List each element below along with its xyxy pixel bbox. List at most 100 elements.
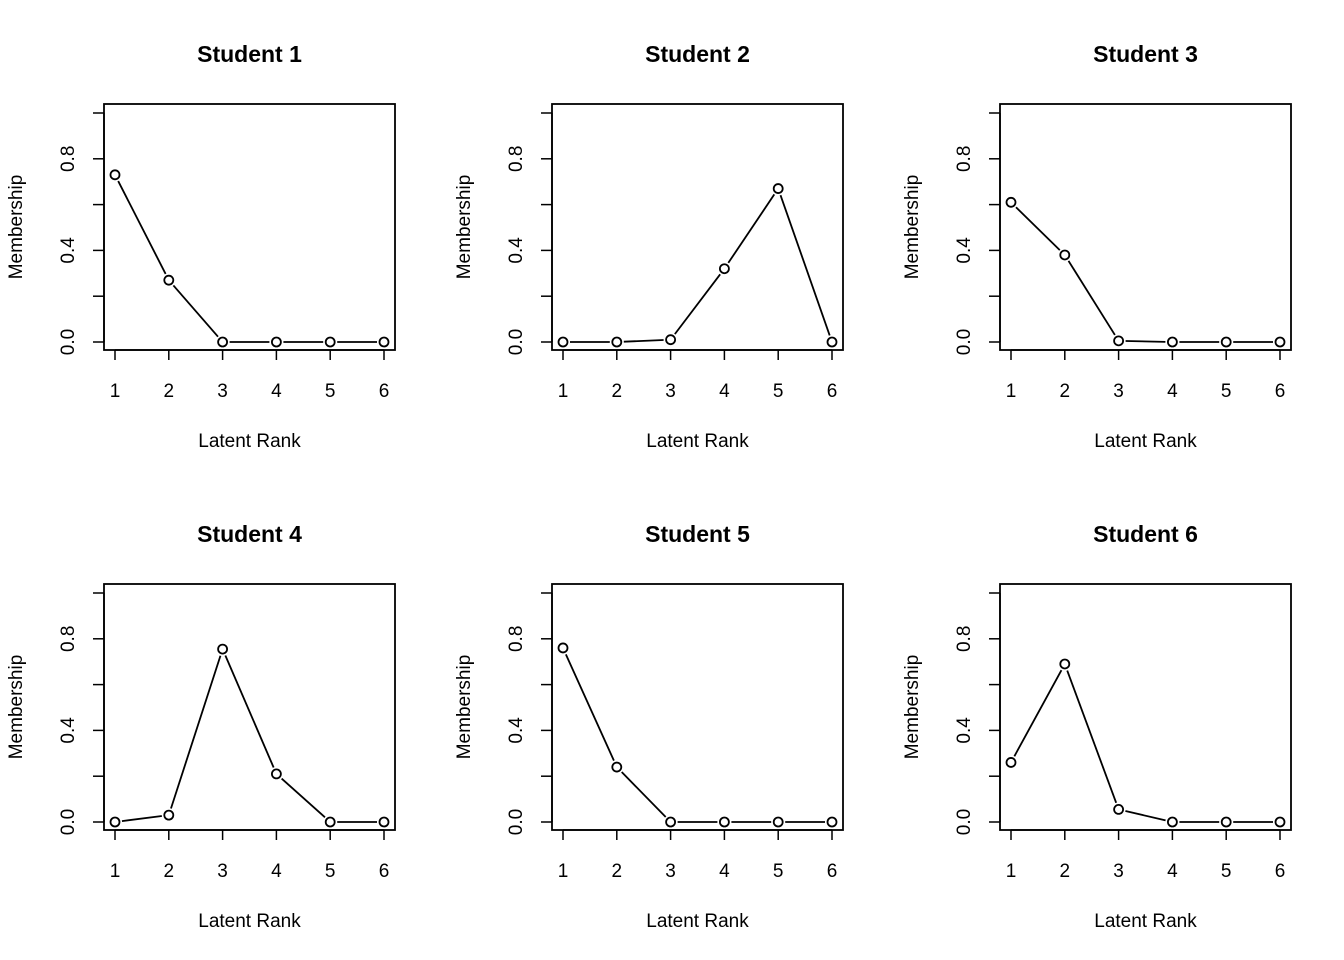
x-tick-label: 3 [665, 381, 676, 402]
data-point [1274, 336, 1286, 348]
x-tick-label: 4 [719, 861, 730, 882]
series-line-segment [121, 815, 162, 823]
data-point [1220, 816, 1232, 828]
data-point [270, 768, 282, 780]
data-point [163, 274, 175, 286]
x-tick-label: 3 [1113, 381, 1124, 402]
plot-frame [551, 583, 844, 831]
y-axis-label: Membership [454, 655, 475, 760]
x-axis-label: Latent Rank [198, 431, 301, 452]
series-line-segment [1013, 669, 1063, 757]
y-tick-label: 0.4 [954, 717, 975, 744]
data-point [378, 336, 390, 348]
y-tick-label: 0.4 [506, 237, 527, 264]
data-point [378, 816, 390, 828]
data-point [1005, 757, 1017, 768]
series-line-segment [727, 193, 776, 264]
y-tick-label: 0.4 [506, 717, 527, 744]
y-axis-label: Membership [902, 655, 923, 760]
x-tick-label: 5 [325, 861, 336, 882]
x-tick-label: 4 [271, 861, 282, 882]
series-line-segment [224, 655, 275, 768]
data-point [1005, 196, 1017, 208]
x-axis-label: Latent Rank [646, 431, 749, 452]
x-axis-label: Latent Rank [198, 911, 301, 932]
x-tick-label: 4 [1167, 861, 1178, 882]
panel-student-1: Student 1 1 2 3 4 5 6 0.0 0.4 0.8 Latent Rank Membe… [6, 41, 396, 452]
panel-student-6: Student 6 1 2 3 4 5 6 0.0 0.4 0.8 Latent Rank Membe… [902, 521, 1292, 932]
x-tick-label: 6 [379, 381, 390, 402]
x-axis-label: Latent Rank [1094, 911, 1197, 932]
y-axis-label: Membership [6, 655, 27, 760]
series-line-segment [565, 653, 615, 762]
x-tick-label: 3 [1113, 861, 1124, 882]
y-tick-label: 0.0 [58, 329, 79, 355]
x-tick-label: 1 [110, 861, 121, 882]
x-tick-label: 5 [1221, 381, 1232, 402]
y-tick-label: 0.8 [58, 626, 79, 652]
x-axis-label: Latent Rank [646, 911, 749, 932]
data-point [324, 336, 336, 348]
y-tick-label: 0.4 [58, 717, 79, 744]
x-tick-label: 1 [558, 861, 569, 882]
x-tick-label: 5 [773, 861, 784, 882]
plot-frame [551, 103, 844, 351]
data-point [217, 643, 229, 655]
data-point [1059, 658, 1071, 670]
y-tick-label: 0.0 [954, 329, 975, 355]
y-axis-label: Membership [454, 175, 475, 280]
y-tick-label: 0.0 [506, 329, 527, 355]
data-point [826, 336, 838, 348]
series-line-segment [1067, 260, 1116, 336]
data-point [1220, 336, 1232, 348]
series-line-segment [117, 180, 167, 275]
data-point [217, 336, 229, 348]
y-tick-label: 0.8 [506, 626, 527, 652]
y-tick-label: 0.8 [506, 146, 527, 172]
panel-student-5: Student 5 1 2 3 4 5 6 0.0 0.4 0.8 Latent Rank Membe… [454, 521, 844, 932]
chart-title: Student 6 [1093, 521, 1198, 547]
chart-title: Student 2 [645, 41, 750, 67]
x-tick-label: 3 [217, 861, 228, 882]
data-point [826, 816, 838, 828]
y-axis-label: Membership [6, 175, 27, 280]
data-point [270, 336, 282, 348]
data-point [665, 334, 676, 346]
chart-title: Student 4 [197, 521, 302, 547]
x-tick-label: 3 [217, 381, 228, 402]
series-line-segment [1066, 670, 1118, 804]
data-point [557, 642, 569, 654]
plot-frame [999, 103, 1292, 351]
x-tick-label: 1 [558, 381, 569, 402]
x-tick-label: 3 [665, 861, 676, 882]
data-point [109, 816, 121, 828]
x-axis-label: Latent Rank [1094, 431, 1197, 452]
data-point [163, 809, 175, 821]
x-tick-label: 5 [325, 381, 336, 402]
panel-student-4: Student 4 1 2 3 4 5 6 0.0 0.4 0.8 Latent Rank Membe… [6, 521, 396, 932]
y-axis-label: Membership [902, 175, 923, 280]
data-point [1113, 335, 1124, 347]
x-tick-label: 5 [773, 381, 784, 402]
data-point [772, 183, 784, 194]
x-tick-label: 6 [1275, 381, 1286, 402]
chart-title: Student 1 [197, 41, 302, 67]
x-tick-label: 5 [1221, 861, 1232, 882]
x-tick-label: 2 [612, 381, 623, 402]
x-tick-label: 2 [612, 861, 623, 882]
y-tick-label: 0.0 [506, 809, 527, 835]
y-tick-label: 0.4 [58, 237, 79, 264]
series-line-segment [281, 777, 326, 819]
plot-frame [103, 583, 396, 831]
x-tick-label: 6 [827, 861, 838, 882]
x-tick-label: 1 [110, 381, 121, 402]
y-tick-label: 0.8 [58, 146, 79, 172]
x-tick-label: 2 [164, 381, 175, 402]
x-tick-label: 1 [1006, 381, 1017, 402]
y-tick-label: 0.8 [954, 146, 975, 172]
data-point [324, 816, 336, 828]
data-point [665, 816, 676, 828]
plot-frame [999, 583, 1292, 831]
panel-student-2: Student 2 1 2 3 4 5 6 0.0 0.4 0.8 Latent Rank Membe… [454, 41, 844, 452]
